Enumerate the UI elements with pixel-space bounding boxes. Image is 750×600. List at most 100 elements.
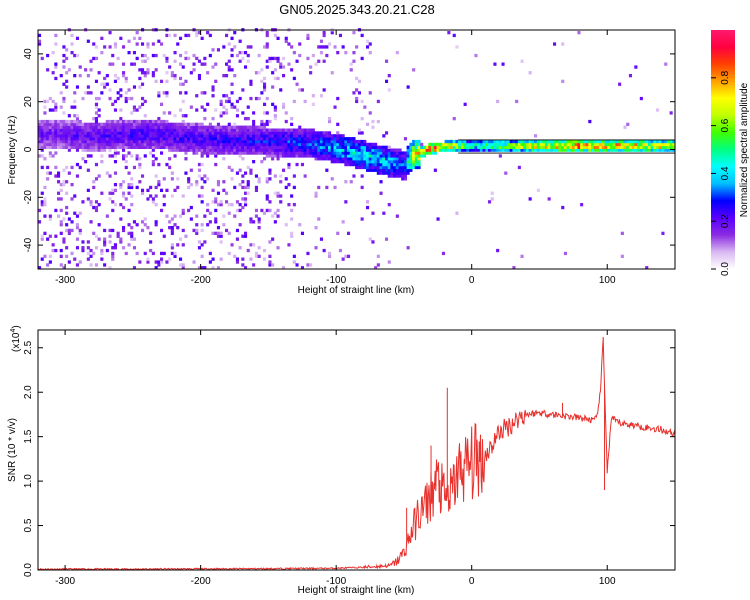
spectrogram-cell bbox=[46, 139, 50, 144]
spectrogram-cell bbox=[70, 42, 74, 46]
spectrogram-cell bbox=[103, 45, 107, 49]
spectrogram-cell bbox=[387, 165, 391, 170]
spectrogram-cell bbox=[141, 119, 145, 124]
spectrogram-cell bbox=[89, 263, 93, 267]
spectrogram-cell bbox=[168, 128, 172, 132]
spectrogram-cell bbox=[290, 117, 294, 121]
spectrogram-cell bbox=[290, 151, 294, 155]
spectrogram-cell bbox=[338, 248, 342, 253]
spectrogram-cell bbox=[282, 131, 286, 135]
spectrogram-cell bbox=[241, 157, 245, 161]
spectrogram-cell bbox=[241, 205, 245, 210]
spectrogram-cell bbox=[119, 131, 123, 135]
spectrogram-cell bbox=[311, 151, 315, 155]
spectrogram-cell bbox=[314, 154, 318, 158]
spectrogram-cell bbox=[333, 105, 337, 109]
spectrogram-cell bbox=[403, 168, 407, 172]
spectrogram-cell bbox=[273, 128, 277, 132]
spectrogram-cell bbox=[271, 145, 275, 149]
spectrogram-cell bbox=[43, 119, 47, 124]
spectrogram-cell bbox=[271, 131, 275, 135]
spectrogram-cell bbox=[265, 119, 269, 124]
spectrogram-cell bbox=[222, 151, 226, 155]
spectrogram-cell bbox=[89, 134, 93, 138]
spectrogram-cell bbox=[173, 74, 177, 78]
spectrogram-cell bbox=[390, 151, 394, 155]
spectrogram-cell bbox=[189, 105, 193, 109]
spectrogram-cell bbox=[244, 139, 248, 144]
spectrogram-cell bbox=[249, 148, 253, 152]
spectrogram-cell bbox=[230, 125, 234, 129]
spectrogram-cell bbox=[219, 114, 223, 118]
spectrogram-cell bbox=[179, 108, 183, 112]
spectrogram-cell bbox=[656, 145, 660, 149]
spectrogram-cell bbox=[395, 148, 399, 152]
spectrogram-cell bbox=[195, 148, 199, 152]
spectrogram-cell bbox=[181, 266, 185, 270]
spectrogram-cell bbox=[349, 154, 353, 158]
spectrogram-cell bbox=[187, 177, 191, 181]
spectrogram-cell bbox=[374, 148, 378, 152]
spectrogram-cell bbox=[265, 111, 269, 115]
spectrogram-cell bbox=[528, 148, 532, 152]
spectrogram-cell bbox=[666, 148, 670, 152]
spectrogram-cell bbox=[506, 145, 510, 149]
spectrogram-cell bbox=[357, 79, 361, 83]
spectrogram-cell bbox=[127, 183, 131, 187]
spectrogram-cell bbox=[330, 154, 334, 158]
spectrogram-cell bbox=[672, 139, 676, 144]
spectrogram-cell bbox=[200, 91, 204, 95]
spectrogram-cell bbox=[303, 134, 307, 138]
spectrogram-cell bbox=[387, 157, 391, 161]
spectrogram-cell bbox=[322, 131, 326, 135]
spectrogram-cell bbox=[59, 142, 63, 147]
spectrogram-cell bbox=[477, 145, 481, 149]
spectrogram-cell bbox=[328, 119, 332, 124]
spectrogram-cell bbox=[176, 137, 180, 141]
colorbar: 0.00.20.40.60.8 Normalized spectral ampl… bbox=[711, 30, 750, 276]
spectrogram-cell bbox=[122, 139, 126, 144]
spectrogram-cell bbox=[333, 157, 337, 161]
spectrogram-cell bbox=[366, 160, 370, 164]
spectrogram-cell bbox=[257, 148, 261, 152]
spectrogram-cell bbox=[233, 148, 237, 152]
spectrogram-cell bbox=[241, 128, 245, 132]
spectrogram-cell bbox=[349, 137, 353, 141]
spectrogram-cell bbox=[73, 139, 77, 144]
spectrogram-cell bbox=[119, 183, 123, 187]
spectrogram-cell bbox=[116, 96, 120, 101]
spectrogram-cell bbox=[179, 137, 183, 141]
spectrogram-cell bbox=[141, 188, 145, 192]
spectrogram-cell bbox=[86, 168, 90, 172]
spectrogram-cell bbox=[330, 31, 334, 35]
spectrogram-cell bbox=[181, 119, 185, 124]
spectrogram-cell bbox=[349, 68, 353, 72]
spectrogram-cell bbox=[376, 148, 380, 152]
spectrogram-cell bbox=[130, 122, 134, 126]
spectrogram-cell bbox=[374, 266, 378, 270]
spectrogram-cell bbox=[260, 137, 264, 141]
spectrogram-cell bbox=[75, 85, 79, 89]
spectrogram-cell bbox=[62, 183, 66, 187]
spectrogram-cell bbox=[59, 183, 63, 187]
spectrogram-y-label: Frequency (Hz) bbox=[7, 116, 18, 185]
spectrogram-cell bbox=[509, 139, 513, 144]
spectrogram-cell bbox=[197, 59, 201, 63]
spectrogram-cell bbox=[141, 71, 145, 75]
spectrogram-cell bbox=[81, 248, 85, 253]
spectrogram-cell bbox=[67, 68, 71, 72]
spectrogram-cell bbox=[244, 151, 248, 155]
spectrogram-cell bbox=[325, 154, 329, 158]
spectrogram-cell bbox=[195, 128, 199, 132]
spectrogram-cell bbox=[257, 71, 261, 75]
spectrogram-cell bbox=[124, 131, 128, 135]
spectrogram-cell bbox=[319, 151, 323, 155]
spectrogram-cell bbox=[309, 148, 313, 152]
spectrogram-cell bbox=[290, 145, 294, 149]
spectrogram-cell bbox=[599, 142, 603, 147]
spectrogram-cell bbox=[406, 162, 410, 167]
spectrogram-cell bbox=[195, 231, 199, 235]
spectrogram-cell bbox=[65, 223, 69, 227]
spectrogram-cell bbox=[409, 165, 413, 170]
spectrogram-cell bbox=[257, 180, 261, 184]
